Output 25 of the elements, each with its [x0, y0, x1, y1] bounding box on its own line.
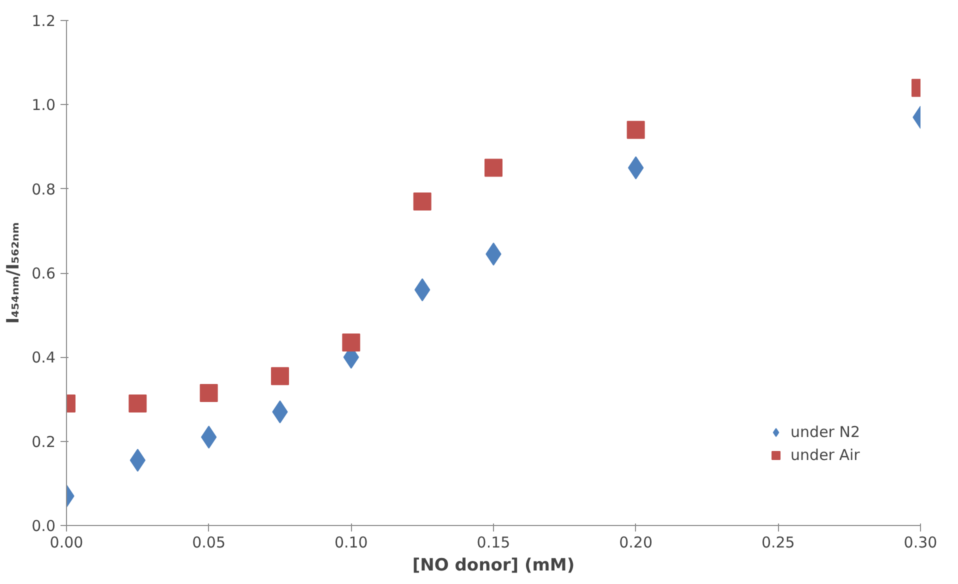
x-tick-label: 0.00 [50, 534, 84, 552]
point [413, 192, 432, 210]
x-axis-title: [NO donor] (mM) [412, 556, 575, 576]
y-tick-label: 0.8 [32, 180, 56, 198]
x-tick-label: 0.25 [761, 534, 795, 552]
x-tick-label: 0.20 [619, 534, 653, 552]
x-tick-label: 0.30 [904, 534, 938, 552]
point [626, 120, 645, 139]
point [128, 394, 147, 412]
y-tick-label: 0.2 [32, 432, 56, 451]
legend-label: under Air [790, 446, 860, 464]
point [342, 333, 360, 352]
point [200, 384, 218, 402]
y-tick-label: 0.4 [32, 348, 56, 367]
y-axis-title: I₄₅₄ₙₘ/I₅₆₂ₙₘ [4, 222, 24, 324]
y-tick-label: 1.0 [32, 96, 56, 114]
y-tick-label: 0.6 [32, 264, 56, 282]
point [271, 367, 289, 386]
y-tick-label: 0.0 [32, 517, 56, 535]
x-tick-label: 0.10 [334, 534, 368, 552]
y-tick-label: 1.2 [32, 12, 56, 30]
x-tick-label: 0.05 [192, 534, 226, 552]
x-tick-label: 0.15 [476, 534, 510, 552]
legend-label: under N2 [790, 423, 860, 441]
point [484, 158, 502, 177]
